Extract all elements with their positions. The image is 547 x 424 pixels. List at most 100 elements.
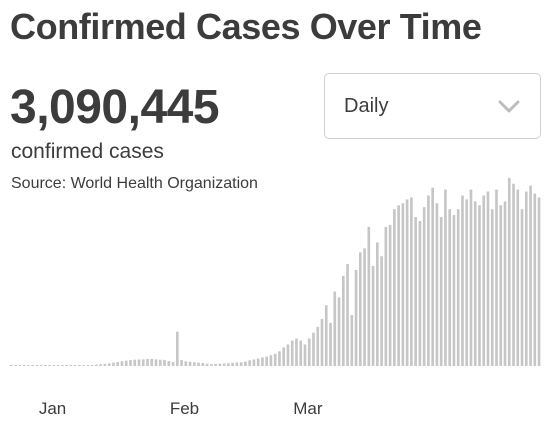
chart-bar: [418, 220, 422, 366]
chart-bar: [48, 365, 51, 366]
chart-bar: [205, 363, 209, 366]
chart-bar: [171, 361, 175, 366]
chart-bar: [120, 361, 124, 366]
chart-bar: [184, 361, 188, 366]
chart-bar: [167, 361, 171, 366]
chart-bar: [452, 215, 456, 366]
chart-bar: [397, 205, 400, 366]
chart-bar: [435, 203, 439, 366]
chart-bar: [320, 318, 324, 366]
chart-bar: [269, 355, 273, 366]
chart-bar: [507, 177, 511, 366]
chart-bar: [461, 195, 464, 366]
chart-bar: [427, 195, 430, 366]
chart-bar: [431, 187, 434, 366]
chart-bar: [252, 359, 256, 366]
chart-bar: [44, 365, 47, 366]
chart-bar: [175, 331, 179, 366]
chart-bar: [290, 340, 294, 366]
chart-bar: [324, 305, 328, 366]
chart-bar: [469, 189, 473, 366]
chart-bar: [141, 359, 145, 366]
chart-bar: [27, 365, 30, 366]
chart-bar: [235, 362, 239, 366]
chart-bar: [490, 209, 494, 366]
chart-bar: [35, 365, 39, 366]
chart-bar: [69, 365, 73, 366]
chart-bar: [337, 297, 341, 366]
chart-bar: [350, 315, 354, 366]
chart-bar: [61, 365, 64, 366]
chart-bar: [295, 338, 298, 366]
chart-bar: [56, 365, 60, 366]
chart-bar: [495, 189, 498, 366]
chart-bar: [133, 359, 137, 366]
chart-bar: [210, 364, 213, 366]
chart-bar: [150, 358, 154, 366]
chart-bar: [414, 217, 417, 366]
chart-bar: [39, 365, 43, 366]
chart-bar: [256, 358, 260, 366]
chart-bar: [282, 347, 286, 366]
chart-bar: [95, 364, 98, 366]
chart-bar: [193, 362, 196, 366]
chart-bar: [116, 362, 120, 366]
source-note: Source: World Health Organization: [11, 175, 258, 192]
chart-bar: [354, 269, 358, 366]
chart-bar: [31, 365, 34, 366]
period-select-value: Daily: [344, 95, 389, 117]
chart-bar: [316, 326, 320, 366]
chart-bar: [265, 356, 268, 366]
chart-bar: [222, 363, 226, 366]
chart-bar: [261, 357, 264, 366]
chart-bar: [124, 360, 128, 366]
chart-bar: [214, 363, 217, 366]
chart-bar: [201, 363, 205, 366]
chart-bar: [529, 185, 532, 366]
chart-bar: [188, 361, 192, 366]
chart-bar: [367, 226, 371, 366]
chart-bar: [244, 361, 247, 366]
chart-bar: [103, 363, 107, 366]
chart-bar: [218, 363, 222, 366]
chart-bar: [239, 362, 243, 366]
chevron-down-icon: [498, 100, 520, 113]
chart-bar: [537, 197, 541, 366]
chart-bar: [380, 256, 383, 366]
chart-bar: [376, 242, 379, 366]
chart-bar: [286, 344, 290, 366]
chart-bar: [422, 207, 426, 366]
chart-bar: [227, 363, 230, 366]
chart-bar: [73, 365, 77, 366]
chart-bar: [439, 217, 443, 366]
chart-bar: [473, 201, 477, 366]
chart-bar: [231, 362, 234, 366]
chart-bar: [307, 338, 311, 366]
chart-bar: [486, 191, 490, 366]
chart-bar: [18, 365, 22, 366]
chart-bar: [82, 365, 85, 366]
chart-bar: [303, 344, 307, 366]
cases-bar-chart: Jan Feb Mar: [10, 177, 541, 418]
chart-bar: [112, 362, 115, 366]
chart-bar: [312, 332, 315, 366]
x-tick-label: Jan: [39, 399, 66, 418]
chart-bar: [524, 191, 528, 366]
page-title: Confirmed Cases Over Time: [10, 6, 482, 47]
chart-bar: [158, 359, 162, 366]
chart-bar: [329, 322, 332, 366]
total-cases-value: 3,090,445: [10, 81, 220, 134]
chart-bar: [78, 365, 81, 366]
x-tick-label: Feb: [170, 399, 199, 418]
chart-bar: [358, 252, 362, 366]
chart-bar: [401, 203, 405, 366]
chart-bar: [456, 209, 460, 366]
period-select[interactable]: Daily: [324, 73, 541, 139]
chart-bar: [533, 193, 537, 366]
x-tick-label: Mar: [293, 399, 323, 418]
chart-bar: [482, 195, 486, 366]
chart-bar: [273, 353, 277, 366]
chart-bar: [146, 358, 149, 366]
chart-bar: [22, 365, 26, 366]
chart-bar: [363, 248, 366, 366]
